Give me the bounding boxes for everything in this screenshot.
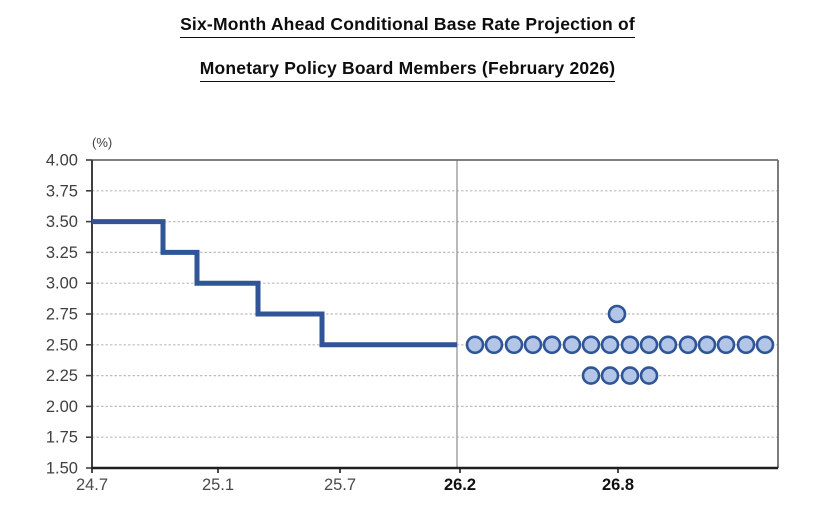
chart-title: Six-Month Ahead Conditional Base Rate Pr… <box>0 14 815 102</box>
y-tick-label: 3.00 <box>46 275 78 293</box>
y-tick-label: 2.25 <box>46 367 78 385</box>
projection-dot <box>600 366 620 385</box>
chart-title-line1: Six-Month Ahead Conditional Base Rate Pr… <box>0 14 815 38</box>
chart-title-line1-text: Six-Month Ahead Conditional Base Rate Pr… <box>180 14 635 38</box>
x-tick-label: 26.8 <box>602 476 634 494</box>
projection-dot <box>581 366 601 385</box>
y-tick-label: 2.00 <box>46 398 78 416</box>
y-tick-label: 2.75 <box>46 306 78 324</box>
projection-dots <box>465 304 775 385</box>
x-tick-label: 25.7 <box>324 476 356 494</box>
x-tick-label: 24.7 <box>76 476 108 494</box>
projection-dot <box>620 335 640 355</box>
projection-dot <box>755 335 775 355</box>
x-tick-label: 26.2 <box>444 476 476 494</box>
projection-dot <box>504 335 524 355</box>
projection-dot <box>562 335 582 355</box>
projection-dot <box>484 335 504 355</box>
y-axis-unit-label: (%) <box>92 135 113 150</box>
chart-title-line2-text: Monetary Policy Board Members (February … <box>199 58 616 82</box>
projection-dot <box>600 335 620 355</box>
chart-title-line2: Monetary Policy Board Members (February … <box>0 58 815 82</box>
projection-dot <box>542 335 562 355</box>
projection-dot <box>620 366 640 385</box>
projection-dot <box>607 304 627 324</box>
projection-dot <box>639 335 659 355</box>
projection-dot <box>697 335 717 355</box>
y-tick-label: 3.75 <box>46 182 78 200</box>
projection-dot <box>736 335 756 355</box>
gridlines <box>92 190 778 438</box>
base-rate-step-line <box>92 219 457 348</box>
y-tick-label: 3.50 <box>46 213 78 231</box>
projection-dot <box>639 366 659 385</box>
y-tick-label: 3.25 <box>46 244 78 262</box>
projection-dot <box>658 335 678 355</box>
projection-dot <box>465 335 485 355</box>
projection-dot <box>716 335 736 355</box>
y-tick-label: 1.50 <box>46 460 78 478</box>
x-tick-label: 25.1 <box>202 476 234 494</box>
base-rate-step-polyline <box>92 219 457 348</box>
projection-dot <box>581 335 601 355</box>
x-axis-ticks: 24.7 25.1 25.7 26.2 26.8 <box>76 468 634 494</box>
projection-dot <box>678 335 698 355</box>
y-tick-label: 4.00 <box>46 152 78 170</box>
projection-dot <box>523 335 543 355</box>
y-axis-ticks: 4.00 3.75 3.50 3.25 3.00 2.75 2.50 2.25 2.00 1.75… <box>46 152 92 478</box>
y-tick-label: 2.50 <box>46 336 78 354</box>
y-tick-label: 1.75 <box>46 429 78 447</box>
